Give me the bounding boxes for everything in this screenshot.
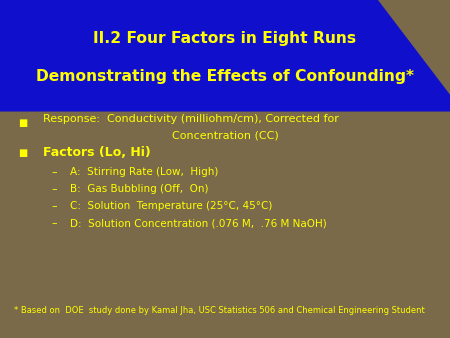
Text: II.2 Four Factors in Eight Runs: II.2 Four Factors in Eight Runs [94,31,356,46]
Text: –: – [52,201,58,211]
Text: –: – [52,184,58,194]
Text: * Based on  DOE  study done by Kamal Jha, USC Statistics 506 and Chemical Engine: * Based on DOE study done by Kamal Jha, … [14,306,424,315]
Text: Concentration (CC): Concentration (CC) [171,130,279,140]
Text: D:  Solution Concentration (.076 M,  .76 M NaOH): D: Solution Concentration (.076 M, .76 M… [70,218,327,228]
Text: Response:  Conductivity (milliohm/cm), Corrected for: Response: Conductivity (milliohm/cm), Co… [43,114,338,124]
Text: C:  Solution  Temperature (25°C, 45°C): C: Solution Temperature (25°C, 45°C) [70,201,272,211]
Text: –: – [52,218,58,228]
Text: ■: ■ [18,148,27,158]
Text: –: – [52,167,58,177]
Text: ■: ■ [18,118,27,128]
Text: B:  Gas Bubbling (Off,  On): B: Gas Bubbling (Off, On) [70,184,208,194]
Polygon shape [0,0,450,112]
Text: A:  Stirring Rate (Low,  High): A: Stirring Rate (Low, High) [70,167,218,177]
Text: Demonstrating the Effects of Confounding*: Demonstrating the Effects of Confounding… [36,69,414,83]
Text: Factors (Lo, Hi): Factors (Lo, Hi) [43,146,150,159]
